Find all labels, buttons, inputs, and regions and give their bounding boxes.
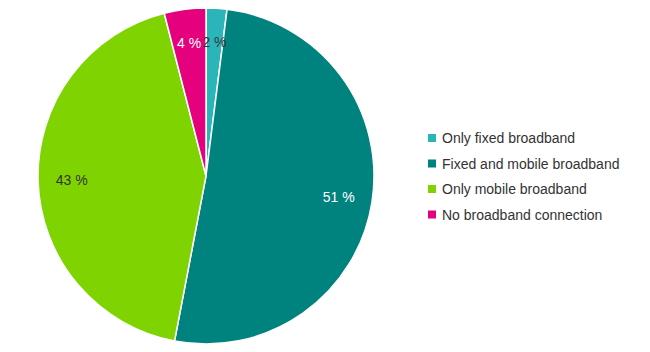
legend-swatch	[428, 134, 436, 142]
chart: 2 % 51 % 43 % 4 % Only fixed broadband Fixed …	[0, 0, 650, 352]
legend-label: No broadband connection	[442, 207, 602, 223]
legend-label: Fixed and mobile broadband	[442, 156, 619, 172]
data-label: 51 %	[323, 189, 355, 205]
data-label: 43 %	[56, 172, 88, 188]
data-labels: 2 % 51 % 43 % 4 %	[56, 34, 355, 205]
legend-swatch	[428, 211, 436, 219]
legend: Only fixed broadband Fixed and mobile bro…	[428, 130, 619, 223]
slices	[38, 8, 374, 344]
pie-slice	[164, 8, 206, 176]
data-label: 4 %	[177, 35, 201, 51]
data-label: 2 %	[202, 34, 226, 50]
legend-label: Only fixed broadband	[442, 130, 575, 146]
legend-swatch	[428, 160, 436, 168]
legend-swatch	[428, 185, 436, 193]
legend-label: Only mobile broadband	[442, 181, 587, 197]
